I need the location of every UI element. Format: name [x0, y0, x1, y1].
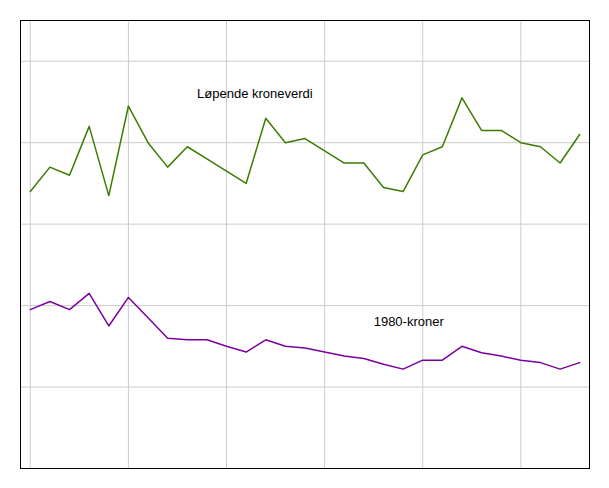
svg-text:1980-kroner: 1980-kroner [374, 314, 445, 329]
svg-text:Løpende kroneverdi: Løpende kroneverdi [197, 86, 313, 101]
